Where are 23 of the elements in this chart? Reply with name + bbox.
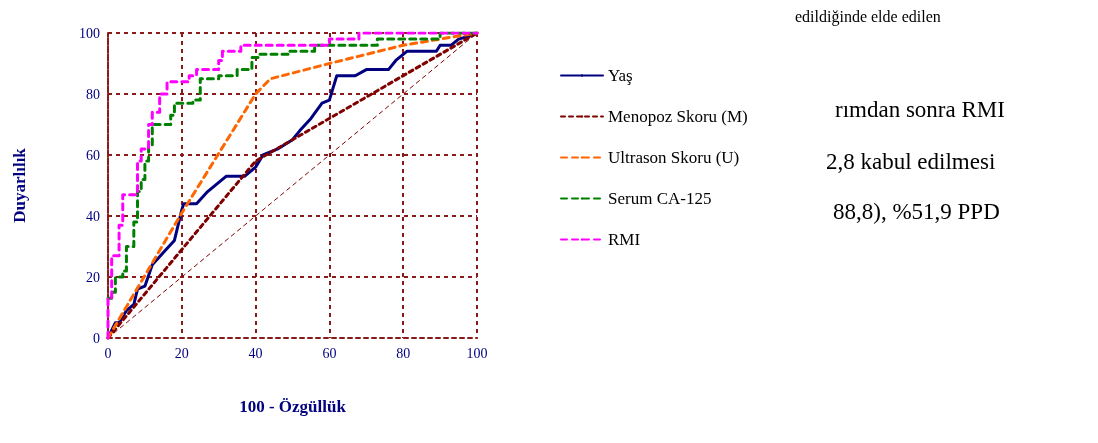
legend-label: Serum CA-125 <box>608 189 712 208</box>
y-tick-label: 0 <box>93 330 100 346</box>
legend-label: RMI <box>608 230 641 249</box>
legend-label: Ultrason Skoru (U) <box>608 148 740 167</box>
x-tick-label: 20 <box>174 345 189 361</box>
x-tick-label: 80 <box>396 345 411 361</box>
text: 88,8), %51,9 PPD <box>833 199 1000 224</box>
y-tick-label: 80 <box>86 86 100 102</box>
text: rımdan sonra RMI <box>835 97 1005 122</box>
x-axis-title: 100 - Özgüllük <box>239 397 347 416</box>
y-tick-label: 40 <box>86 208 100 224</box>
legend-label: Yaş <box>608 66 633 85</box>
x-tick-label: 100 <box>466 345 488 361</box>
x-tick-label: 40 <box>248 345 263 361</box>
text: 2,8 kabul edilmesi <box>826 149 996 174</box>
x-tick-label: 60 <box>322 345 337 361</box>
legend-label: Menopoz Skoru (M) <box>608 107 748 126</box>
y-tick-label: 60 <box>86 147 100 163</box>
y-tick-label: 100 <box>79 25 100 41</box>
text: edildiğinde elde edilen <box>795 7 941 26</box>
x-tick-label: 0 <box>104 345 112 361</box>
y-axis-title: Duyarlılık <box>10 147 29 223</box>
y-tick-label: 20 <box>86 269 100 285</box>
